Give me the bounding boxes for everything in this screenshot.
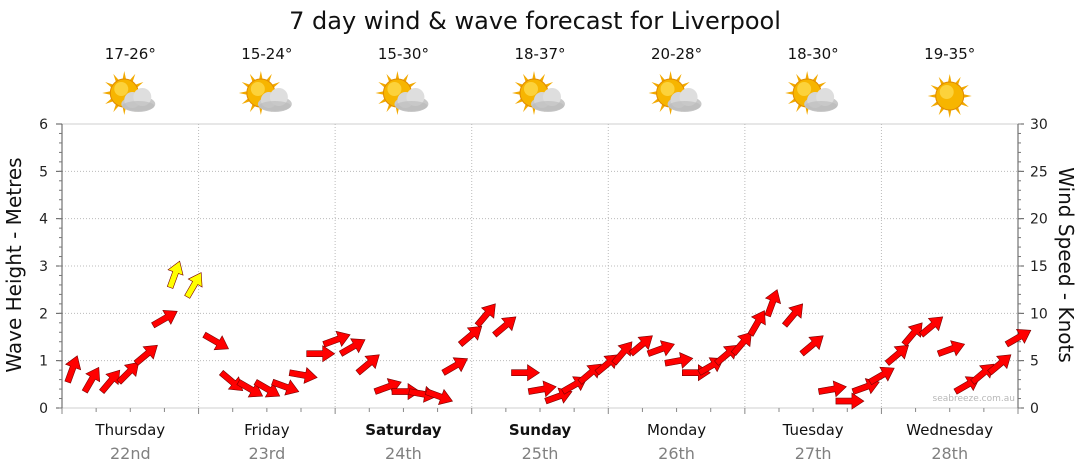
wind-arrows	[64, 260, 1032, 410]
date-label: 28th	[931, 444, 968, 463]
date-label: 26th	[658, 444, 695, 463]
wind-arrow	[918, 316, 944, 338]
credit-text: seabreeze.com.au	[933, 394, 1015, 404]
left-axis-label: Wave Height - Metres	[2, 157, 26, 372]
temperature-label: 20-28°	[651, 45, 702, 63]
right-tick-label: 25	[1030, 164, 1048, 180]
wind-arrow	[781, 303, 804, 328]
wind-arrow	[457, 325, 483, 348]
day-label: Wednesday	[906, 421, 993, 439]
wind-arrow	[817, 380, 847, 398]
right-tick-label: 5	[1030, 354, 1039, 370]
wind-arrow	[306, 345, 336, 363]
left-axis-ticks: 0 1 2 3 4 5 6	[39, 117, 63, 417]
wind-arrow	[218, 369, 244, 392]
left-tick-label: 4	[39, 212, 48, 228]
wind-arrow	[288, 366, 318, 384]
temperature-label: 18-30°	[788, 45, 839, 63]
wind-arrow	[441, 357, 469, 376]
temperature-label: 17-26°	[105, 45, 156, 63]
wind-arrow	[271, 378, 300, 396]
wind-arrow	[424, 388, 454, 406]
left-tick-label: 5	[39, 164, 48, 180]
chart-title: 7 day wind & wave forecast for Liverpool	[289, 7, 781, 35]
wind-arrow	[373, 378, 402, 395]
wind-arrow	[99, 369, 121, 394]
date-label: 22nd	[110, 444, 151, 463]
weather-icons: 17-26° 15-24° 15-30° 18-37° 20-28° 18-30° 19-3…	[102, 45, 975, 118]
temperature-label: 18-37°	[514, 45, 565, 63]
wind-arrow	[664, 352, 694, 369]
wind-arrow	[884, 344, 909, 366]
wind-arrow	[322, 330, 351, 348]
wind-arrow	[133, 344, 158, 366]
wind-arrow	[987, 354, 1012, 376]
wind-arrow	[527, 380, 557, 398]
wind-arrow	[747, 310, 766, 337]
wind-arrow	[868, 366, 895, 386]
date-label: 27th	[795, 444, 832, 463]
day-label: Saturday	[365, 421, 442, 439]
wind-arrow	[81, 366, 101, 394]
wind-arrow	[835, 392, 865, 410]
wind-arrow	[355, 354, 380, 376]
wind-arrow	[901, 322, 923, 347]
wind-arrow	[338, 338, 366, 357]
wind-arrow	[936, 340, 966, 357]
right-tick-label: 0	[1030, 401, 1039, 417]
temperature-label: 15-24°	[241, 45, 292, 63]
wind-arrow	[628, 335, 653, 357]
wind-arrow	[184, 272, 203, 299]
date-label: 23rd	[248, 444, 285, 463]
day-label: Tuesday	[782, 421, 844, 439]
wind-arrow	[730, 331, 752, 357]
wind-arrow	[116, 361, 140, 385]
right-tick-label: 10	[1030, 306, 1048, 322]
wind-arrow	[799, 335, 824, 357]
day-label: Thursday	[94, 421, 165, 439]
day-labels: Thursday 22nd Friday 23rd Saturday 24th Sunday…	[94, 421, 993, 463]
temperature-label: 19-35°	[924, 45, 975, 63]
partly-cloudy-icon	[785, 71, 839, 115]
partly-cloudy-icon	[238, 71, 292, 115]
left-tick-label: 6	[39, 117, 48, 133]
left-tick-label: 0	[39, 401, 48, 417]
wind-arrow	[611, 341, 633, 366]
right-axis-ticks: 0 5 10 15 20 25 30	[1017, 117, 1048, 417]
partly-cloudy-icon	[648, 71, 702, 115]
left-tick-label: 1	[39, 354, 48, 370]
right-tick-label: 30	[1030, 117, 1048, 133]
date-label: 25th	[522, 444, 559, 463]
right-axis-label: Wind Speed - Knots	[1054, 167, 1078, 363]
wind-arrow	[646, 340, 675, 357]
left-tick-label: 3	[39, 259, 48, 275]
wind-arrow	[151, 310, 178, 329]
wind-arrow	[474, 303, 496, 328]
right-tick-label: 20	[1030, 212, 1048, 228]
right-tick-label: 15	[1030, 259, 1048, 275]
wind-arrow	[764, 289, 782, 318]
date-label: 24th	[385, 444, 422, 463]
wind-arrow	[202, 331, 230, 351]
partly-cloudy-icon	[512, 71, 565, 115]
wind-arrow	[1004, 329, 1032, 348]
partly-cloudy-icon	[102, 71, 156, 115]
partly-cloudy-icon	[375, 71, 429, 115]
grid-lines	[61, 123, 1019, 414]
day-label: Monday	[647, 421, 706, 439]
wind-arrow	[166, 260, 184, 289]
day-label: Sunday	[509, 421, 572, 439]
wind-arrow	[64, 355, 82, 384]
temperature-label: 15-30°	[378, 45, 429, 63]
wind-arrow	[492, 316, 517, 338]
day-label: Friday	[244, 421, 290, 439]
wind-arrow	[511, 364, 541, 382]
sunny-icon	[927, 74, 972, 118]
left-tick-label: 2	[39, 306, 48, 322]
